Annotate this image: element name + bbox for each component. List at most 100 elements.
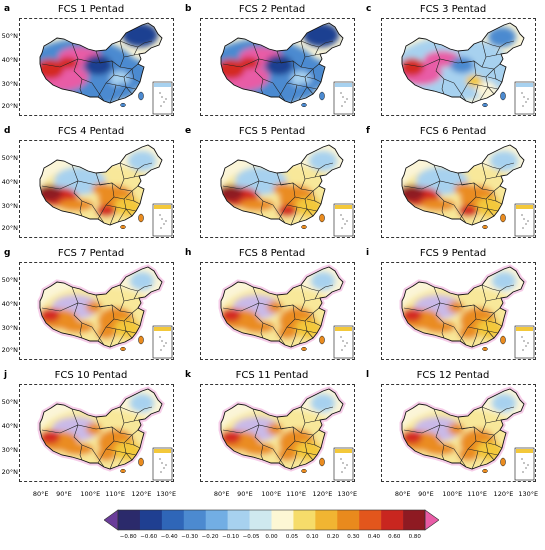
- province-boundary: [252, 286, 274, 328]
- province-boundary: [441, 200, 445, 217]
- province-boundary: [459, 304, 477, 342]
- field-region: [311, 394, 335, 412]
- province-boundary: [403, 302, 475, 312]
- province-boundary: [133, 40, 153, 56]
- province-boundary: [481, 406, 501, 414]
- province-boundary: [300, 40, 320, 48]
- colorbar-high-extend: [424, 509, 440, 531]
- province-boundary: [471, 84, 479, 104]
- province-boundary: [125, 320, 135, 324]
- china-map: [399, 264, 535, 359]
- colorbar-segment: [161, 510, 185, 530]
- field-region: [309, 151, 337, 171]
- map-panel-d: d FCS 4 Pentad 50°N 40°N 30°N 20°N: [0, 122, 182, 244]
- country-boundary: [401, 266, 525, 348]
- colorbar-segment: [227, 510, 250, 530]
- island: [319, 91, 325, 101]
- island: [120, 346, 126, 352]
- province-boundary: [300, 284, 320, 292]
- field-region: [130, 272, 154, 290]
- province-boundary: [495, 40, 515, 56]
- country-boundary: [401, 22, 525, 104]
- province-boundary: [467, 204, 499, 212]
- province-boundary: [95, 40, 125, 68]
- colorbar-bar: [103, 509, 440, 531]
- island: [500, 213, 506, 223]
- province-boundary: [306, 330, 314, 339]
- china-map: [399, 386, 535, 481]
- province-boundary: [453, 82, 467, 102]
- province-boundary: [41, 302, 113, 312]
- field-region: [40, 308, 60, 322]
- latitude-tick-label: 50°N: [1, 398, 18, 406]
- colorbar-tick-label: 0.05: [285, 534, 299, 540]
- field-region: [267, 301, 283, 313]
- field-region: [295, 83, 315, 99]
- province-boundary: [471, 328, 479, 348]
- south-china-sea-inset: [152, 203, 173, 237]
- province-boundary: [252, 42, 274, 84]
- map-frame: [381, 140, 536, 238]
- province-boundary: [459, 60, 477, 98]
- latitude-tick-label: 40°N: [1, 300, 18, 308]
- province-boundary: [278, 426, 296, 464]
- field-region: [40, 430, 60, 444]
- panel-letter: e: [185, 126, 192, 136]
- province-boundary: [95, 284, 125, 312]
- colorbar-segment: [249, 510, 272, 530]
- colorbar: −0.80 −0.60 −0.40 −0.30 −0.20 −0.10 −0.05 0.00 0…: [103, 508, 440, 542]
- province-boundary: [495, 162, 515, 178]
- map-frame: [381, 18, 536, 116]
- panel-title: FCS 7 Pentad: [57, 248, 125, 259]
- country-boundary: [220, 144, 344, 226]
- island: [138, 457, 144, 467]
- field-region: [402, 308, 422, 322]
- province-boundary: [278, 60, 296, 98]
- province-boundary: [260, 322, 264, 339]
- south-china-sea-inset: [152, 81, 173, 115]
- colorbar-segment: [315, 510, 338, 530]
- province-boundary: [125, 76, 135, 80]
- province-boundary: [306, 320, 316, 324]
- field-region: [424, 443, 456, 455]
- field-region: [130, 394, 154, 412]
- colorbar-segment: [293, 510, 316, 530]
- province-boundary: [95, 162, 125, 190]
- field-region: [478, 60, 506, 88]
- province-boundary: [286, 448, 318, 456]
- province-boundary: [222, 180, 294, 190]
- province-boundary: [467, 82, 499, 90]
- province-boundary: [133, 162, 153, 178]
- field-region: [424, 321, 456, 333]
- latitude-tick-label: 20°N: [1, 468, 18, 476]
- map-panel-j: j FCS 10 Pentad 50°N 40°N 30°N 20°N: [0, 366, 182, 488]
- province-boundary: [105, 82, 137, 90]
- province-boundary: [260, 78, 264, 95]
- province-boundary: [272, 204, 286, 224]
- colorbar-segment: [381, 510, 404, 530]
- province-boundary: [306, 452, 314, 461]
- field-region: [62, 443, 94, 455]
- map-panel-i: i FCS 9 Pentad: [362, 244, 544, 366]
- china-map: [218, 386, 354, 481]
- colorbar-segment: [403, 510, 426, 530]
- field-region: [86, 423, 102, 435]
- colorbar-tick-label: −0.10: [222, 534, 239, 540]
- province-boundary: [457, 406, 487, 434]
- province-boundary: [71, 42, 93, 84]
- south-china-sea-inset: [333, 447, 354, 481]
- province-boundary: [306, 208, 314, 217]
- province-boundary: [71, 164, 93, 206]
- province-boundary: [286, 326, 318, 334]
- field-region: [490, 151, 518, 171]
- province-boundary: [471, 450, 479, 470]
- map-panel-l: l FCS 12 Pentad: [362, 366, 544, 488]
- province-boundary: [306, 442, 316, 446]
- island: [319, 457, 325, 467]
- province-boundary: [41, 424, 113, 434]
- longitude-tick-label: 130°E: [518, 490, 539, 498]
- province-boundary: [306, 86, 314, 95]
- province-boundary: [441, 78, 445, 95]
- colorbar-segment: [337, 510, 360, 530]
- colorbar-tick-label: 0.30: [347, 534, 360, 540]
